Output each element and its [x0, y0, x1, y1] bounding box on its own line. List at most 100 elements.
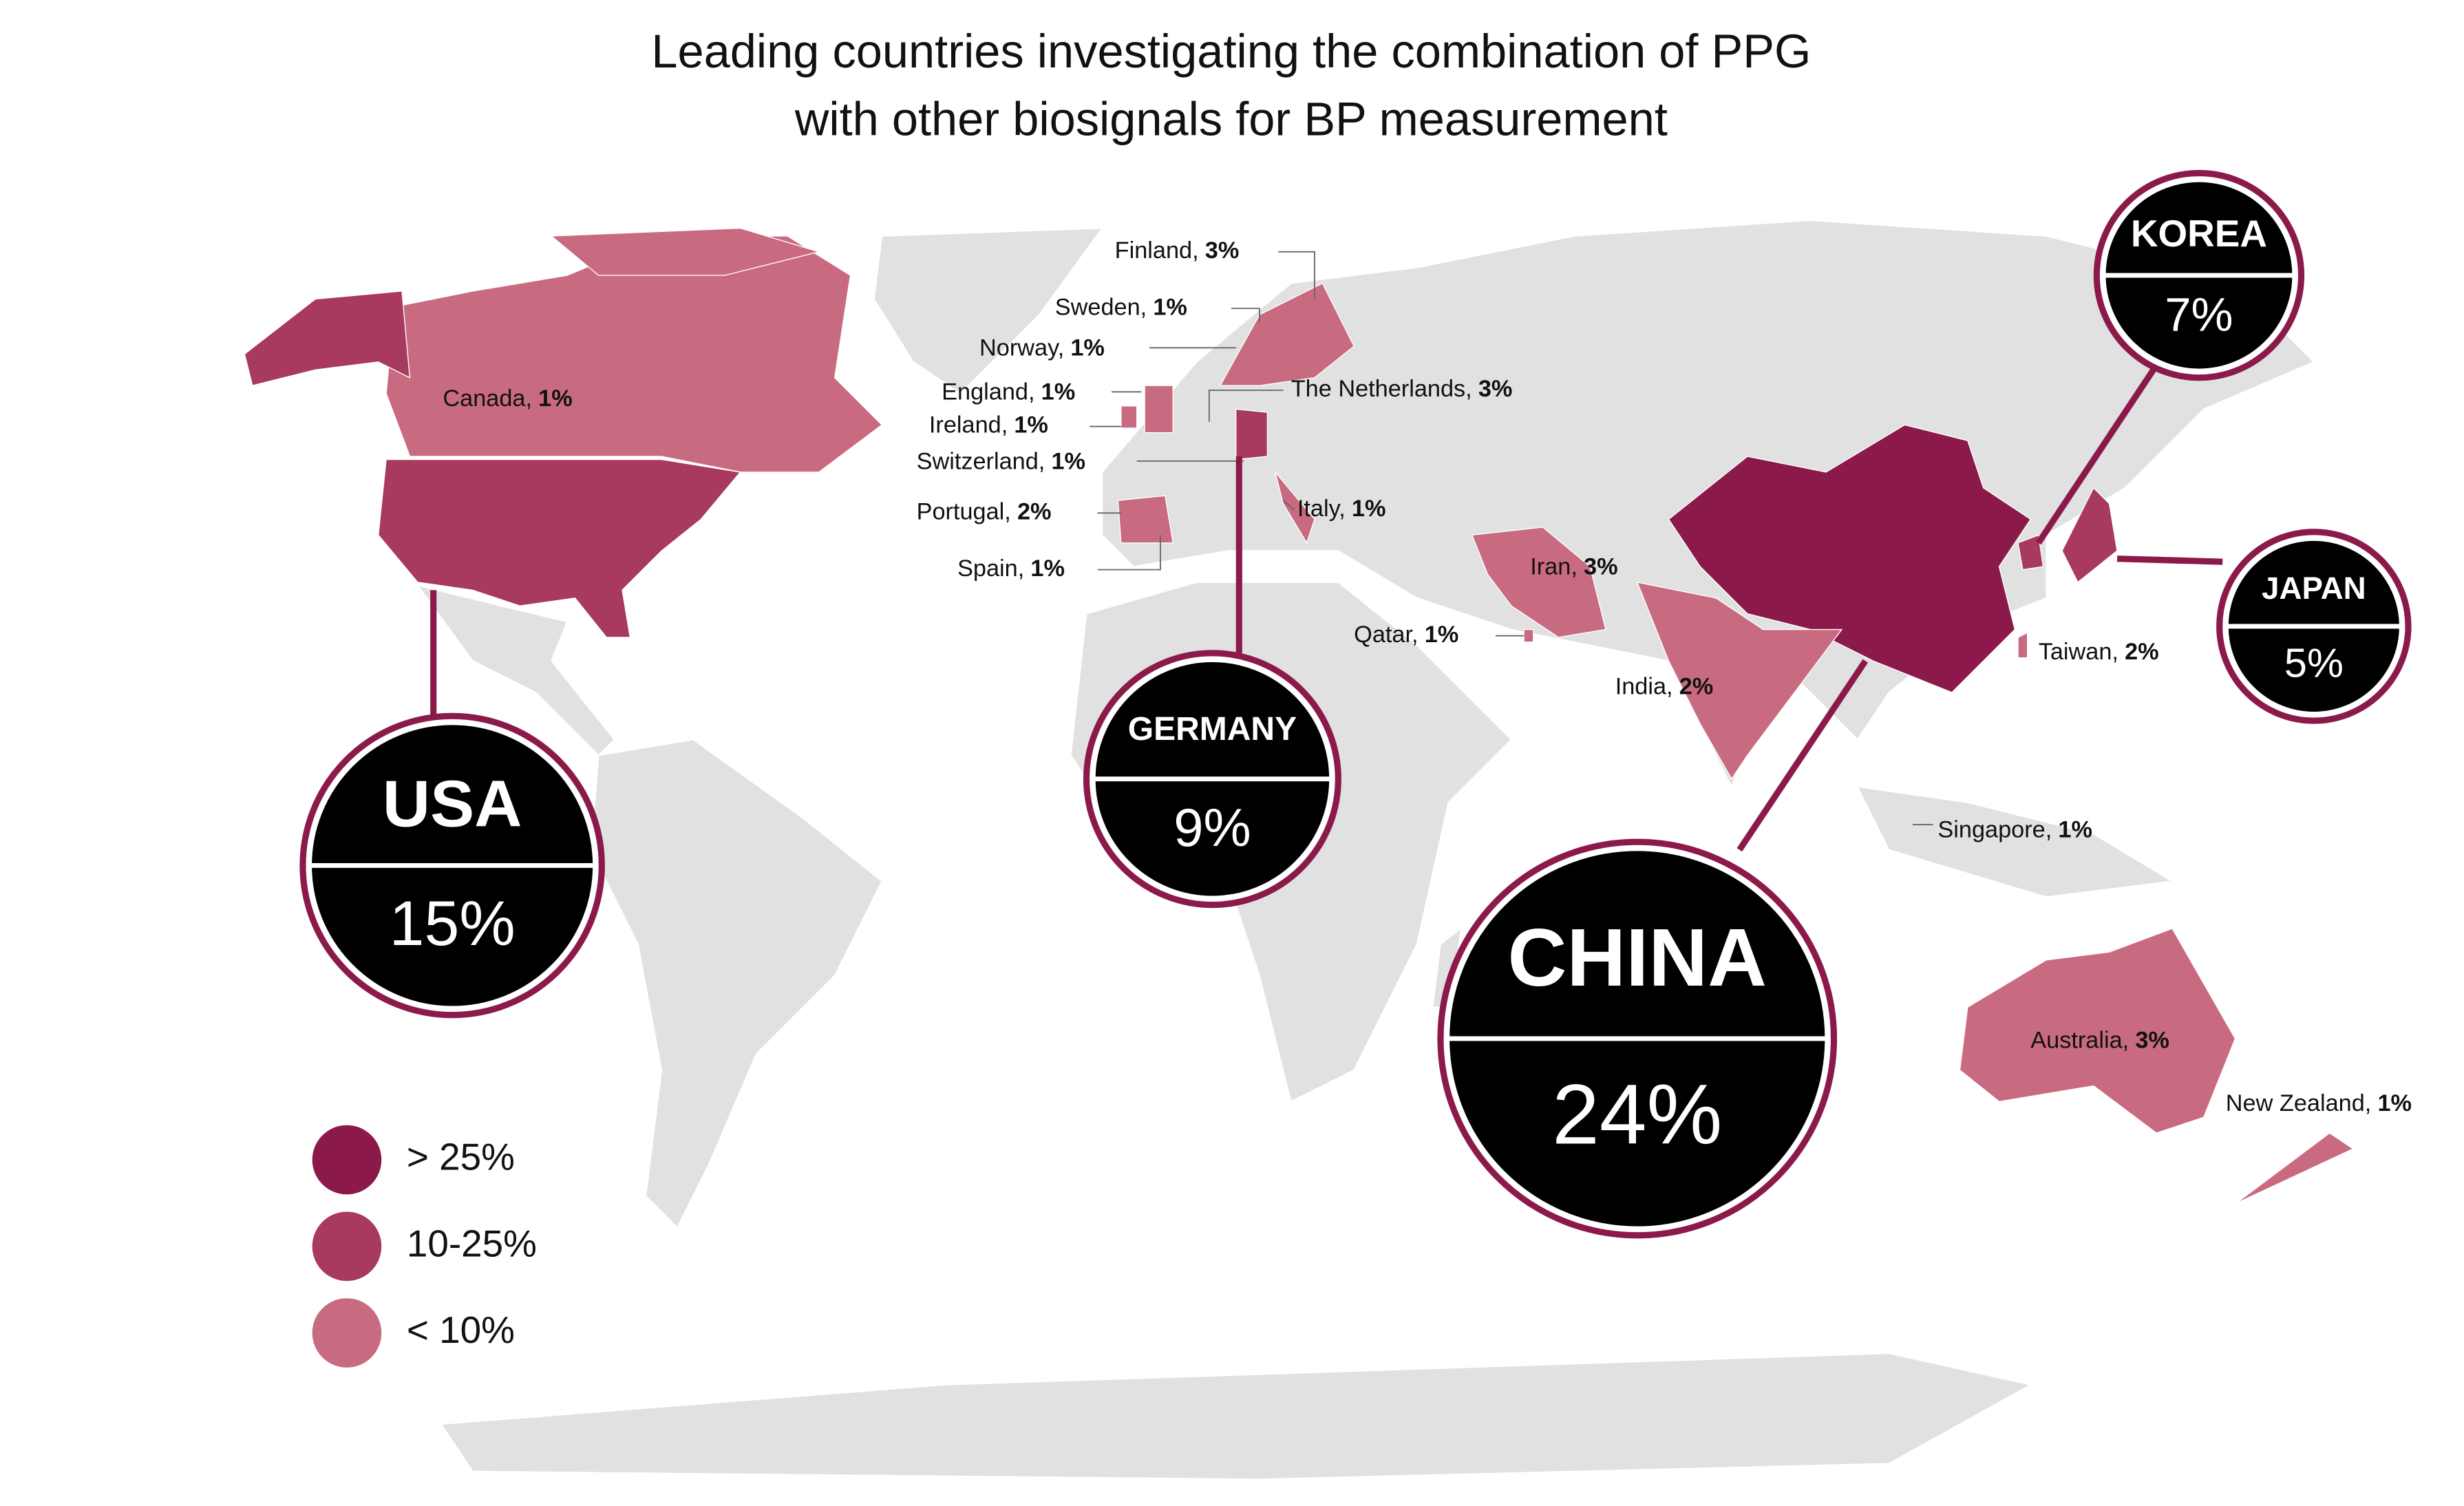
germany [1235, 408, 1268, 460]
title: Leading countries investigating the comb… [651, 25, 1811, 145]
connectors [430, 363, 2223, 852]
callout-share: 15% [390, 889, 516, 959]
country-name: The Netherlands, [1291, 376, 1472, 402]
country-share: 1% [1030, 555, 1065, 582]
legend-swatch [312, 1298, 382, 1368]
highlighted-countries [244, 227, 2355, 1205]
country-name: Sweden, [1055, 294, 1147, 320]
connector-line [2035, 363, 2160, 545]
callouts: USA 15% GERMANY 9% CHINA 24% KOREA 7% JAPAN 5% [299, 169, 2412, 1239]
england [1144, 385, 1173, 434]
country-share: 3% [1478, 376, 1513, 402]
country-label: Spain, 1% [957, 555, 1065, 582]
country-label: New Zealand, 1% [2226, 1090, 2412, 1116]
qatar [1523, 628, 1534, 643]
central-america [416, 584, 615, 756]
country-label: England, 1% [942, 379, 1075, 405]
country-share: 1% [1051, 448, 1085, 474]
country-label: Switzerland, 1% [917, 448, 1085, 474]
country-share: 2% [2125, 639, 2159, 665]
legend-label: 10-25% [407, 1222, 537, 1264]
legend-label: < 10% [407, 1308, 515, 1351]
greenland [873, 227, 1104, 394]
country-labels: Canada, 1%Finland, 3%Sweden, 1%Norway, 1%Eng… [443, 237, 2412, 1116]
country-label: Finland, 3% [1115, 237, 1240, 264]
country-label: Ireland, 1% [929, 412, 1048, 438]
country-label: Taiwan, 2% [2039, 639, 2159, 665]
leader-line [1278, 251, 1315, 299]
callout-share: 5% [2284, 639, 2344, 686]
country-share: 1% [2377, 1090, 2412, 1116]
japan [2061, 487, 2118, 584]
ireland [1121, 405, 1138, 429]
connector-line [2116, 555, 2223, 565]
leader-lines [1090, 251, 1933, 825]
country-label: Canada, 1% [443, 385, 572, 412]
canada-islands [550, 227, 821, 276]
antarctica [440, 1353, 2032, 1481]
italy [1275, 471, 1315, 544]
country-name: New Zealand, [2226, 1090, 2372, 1116]
korea [2017, 534, 2044, 571]
country-share: 2% [1679, 673, 1714, 699]
callout-country: USA [383, 767, 522, 840]
china [1668, 424, 2032, 693]
country-label: Singapore, 1% [1937, 816, 2092, 842]
leader-line [1231, 308, 1260, 323]
title-line: with other biosignals for BP measurement [794, 92, 1668, 145]
country-label: India, 2% [1615, 673, 1714, 699]
usa [377, 458, 741, 638]
iran [1471, 527, 1606, 638]
callout-country: GERMANY [1128, 711, 1297, 747]
connector-line [1737, 659, 1869, 852]
canada [385, 235, 883, 473]
legend: > 25% 10-25% < 10% [312, 1125, 537, 1368]
country-share: 3% [2135, 1028, 2169, 1054]
southeast-asia-islands [1856, 786, 2174, 898]
country-name: Singapore, [1937, 816, 2052, 842]
country-label: Portugal, 2% [917, 498, 1052, 524]
alaska [244, 290, 411, 386]
country-name: Norway, [979, 335, 1064, 361]
country-name: Finland, [1115, 237, 1199, 264]
south-america [590, 739, 883, 1229]
callout-bubble: GERMANY 9% [1083, 650, 1341, 909]
country-label: Norway, 1% [979, 335, 1105, 361]
country-name: Australia, [2030, 1028, 2129, 1054]
callout-bubble: USA 15% [299, 712, 605, 1019]
leader-line [1208, 390, 1284, 422]
country-label: The Netherlands, 3% [1291, 376, 1513, 402]
country-name: Iran, [1530, 554, 1578, 580]
country-name: Canada, [443, 385, 532, 412]
new-zealand [2235, 1132, 2355, 1205]
country-label: Italy, 1% [1297, 496, 1386, 522]
callout-country: CHINA [1508, 912, 1767, 1004]
country-label: Iran, 3% [1530, 554, 1617, 580]
iberia [1117, 495, 1174, 544]
country-name: Switzerland, [917, 448, 1045, 474]
callout-country: KOREA [2131, 212, 2267, 255]
country-share: 3% [1205, 237, 1240, 264]
australia [1959, 928, 2236, 1134]
legend-swatch [312, 1211, 382, 1282]
country-name: Taiwan, [2039, 639, 2118, 665]
country-name: Ireland, [929, 412, 1008, 438]
country-label: Qatar, 1% [1354, 622, 1458, 648]
country-share: 1% [1425, 622, 1459, 648]
country-name: Italy, [1297, 496, 1346, 522]
country-name: England, [942, 379, 1034, 405]
country-name: Qatar, [1354, 622, 1418, 648]
country-share: 1% [1041, 379, 1076, 405]
country-share: 2% [1017, 498, 1052, 524]
country-share: 1% [1014, 412, 1048, 438]
title-line: Leading countries investigating the comb… [651, 25, 1811, 78]
country-label: Australia, 3% [2030, 1028, 2169, 1054]
legend-swatch [312, 1125, 382, 1195]
leader-line [1282, 500, 1295, 511]
callout-country: JAPAN [2262, 571, 2366, 606]
callout-share: 24% [1552, 1068, 1722, 1163]
india [1636, 582, 1843, 781]
callout-share: 7% [2165, 288, 2233, 341]
